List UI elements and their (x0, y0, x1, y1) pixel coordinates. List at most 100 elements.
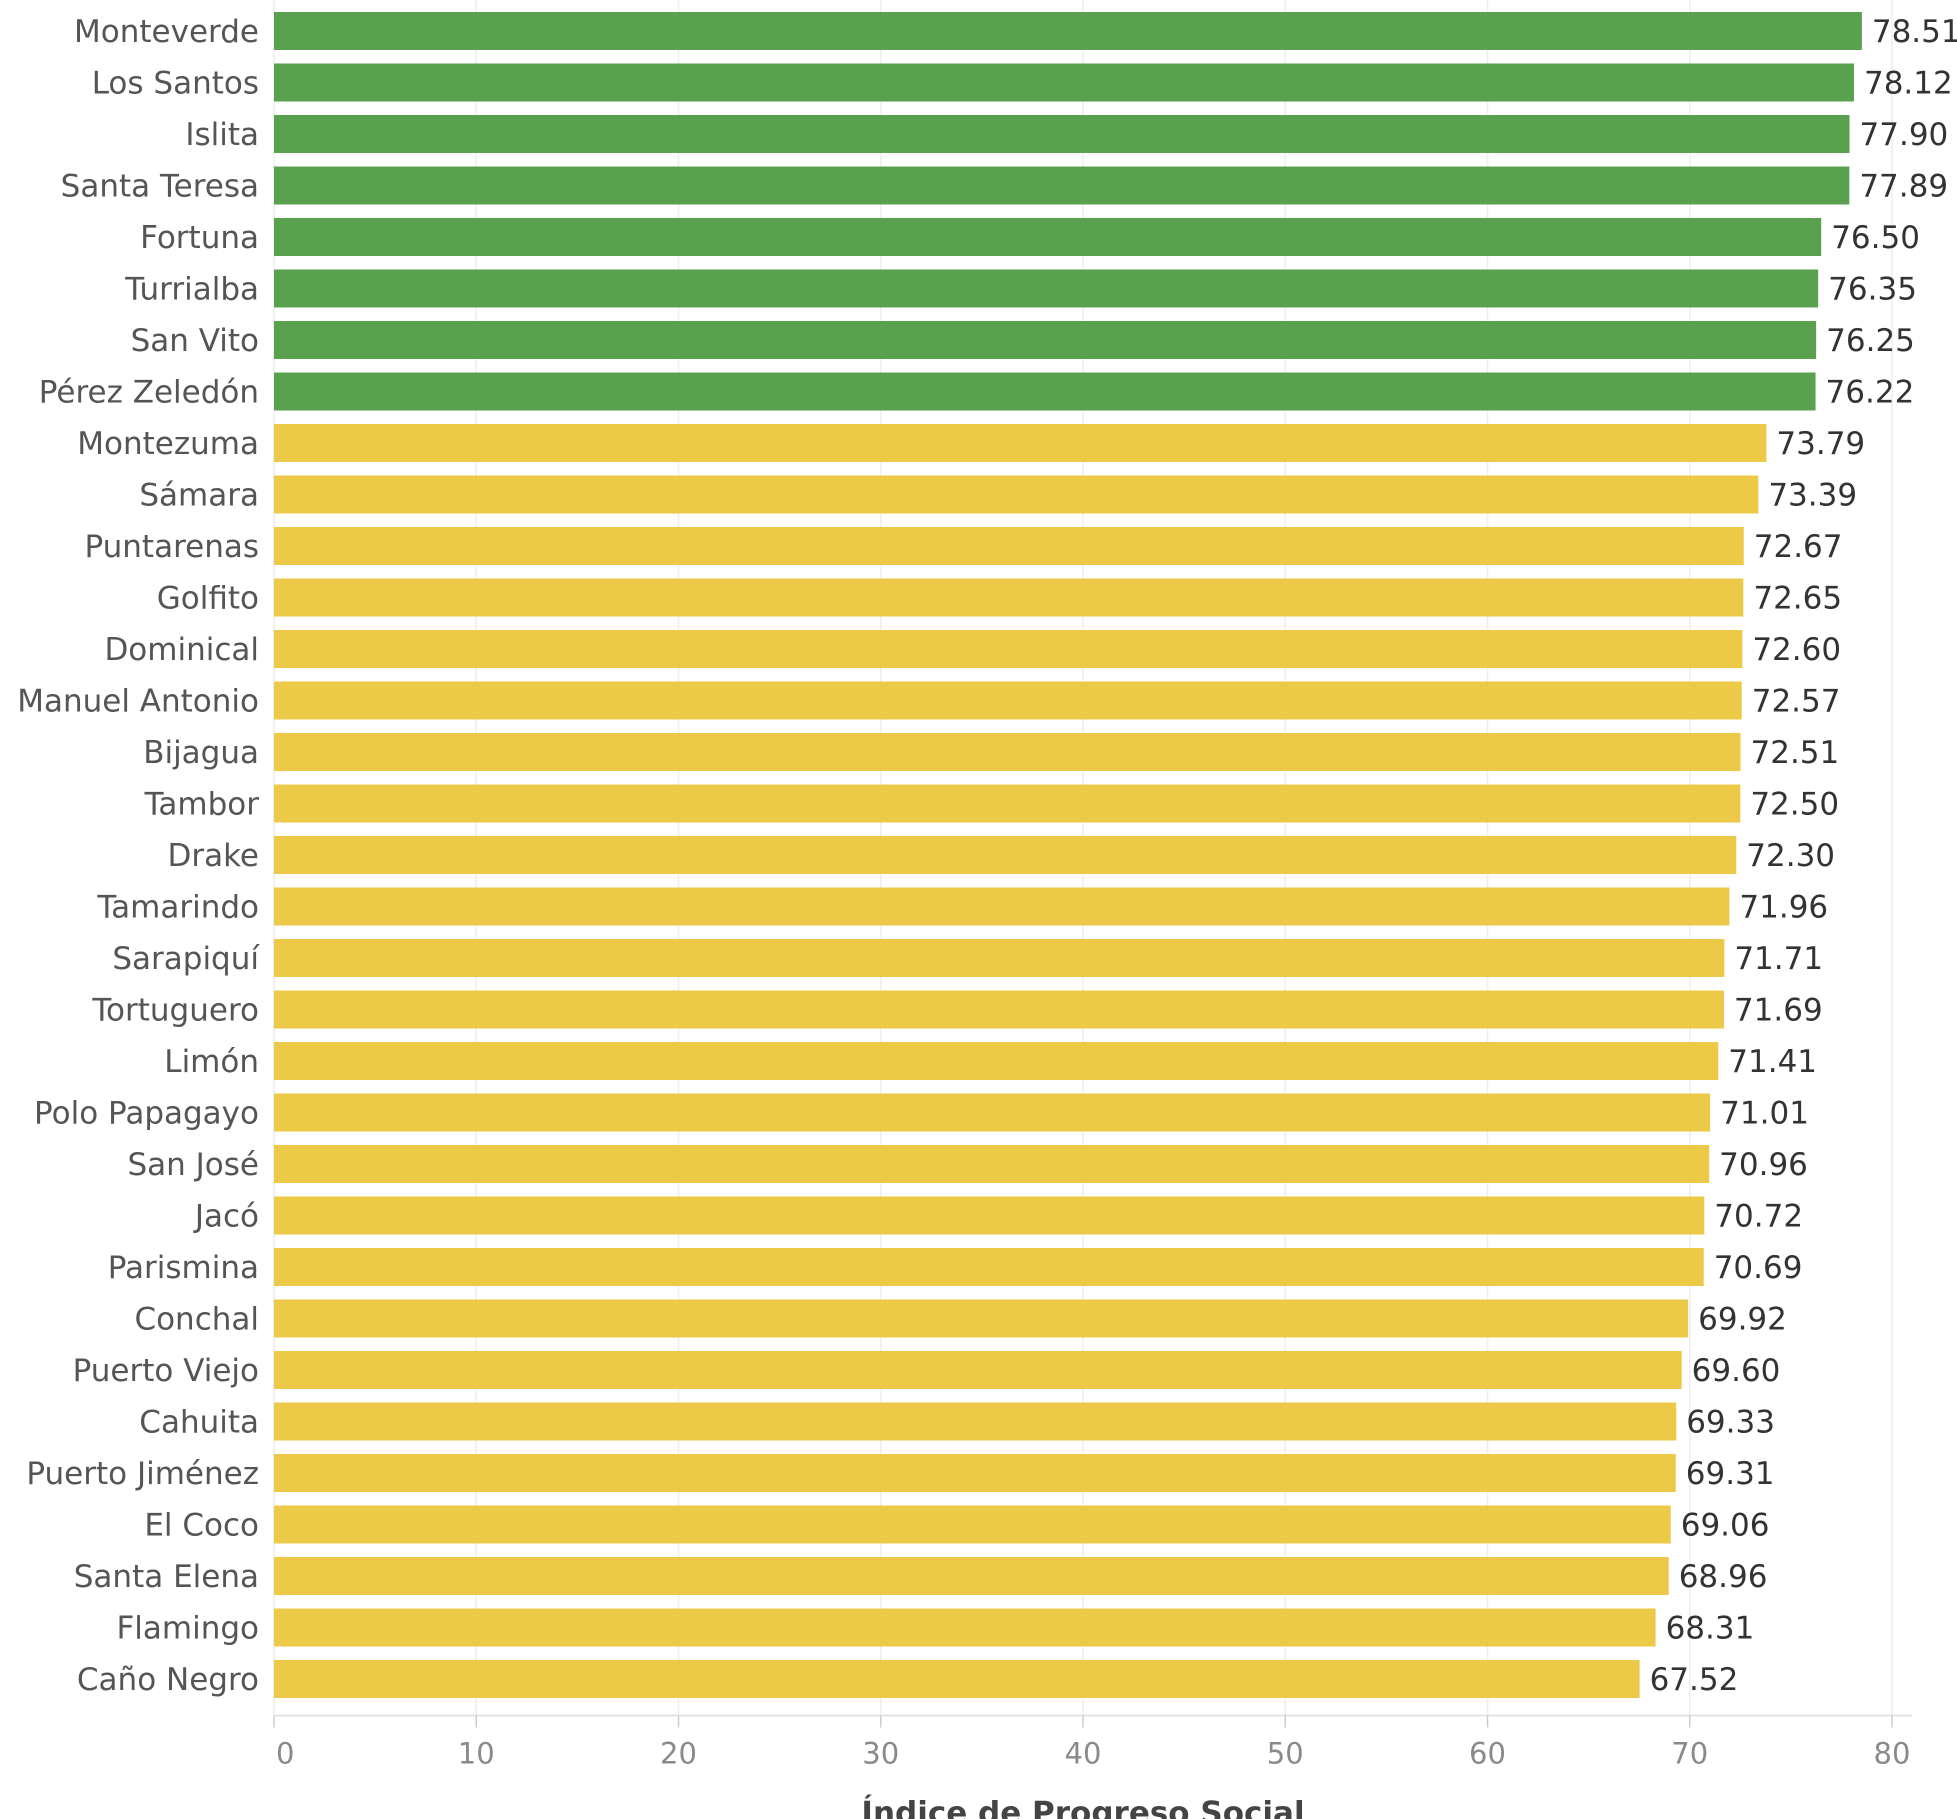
value-label: 67.52 (1650, 1662, 1739, 1698)
category-label: Fortuna (140, 220, 259, 256)
category-label: Dominical (104, 632, 259, 668)
bar-santa-elena (274, 1557, 1669, 1595)
bar-manuel-antonio (274, 681, 1742, 720)
bar-sámara (274, 475, 1759, 514)
value-label: 76.22 (1826, 375, 1915, 411)
x-tick-label: 30 (862, 1737, 899, 1771)
value-label: 70.69 (1714, 1250, 1803, 1286)
category-label: Pérez Zeledón (39, 375, 259, 411)
category-label: Bijagua (143, 735, 259, 771)
bar-los-santos (274, 63, 1854, 102)
category-label: Tortuguero (91, 993, 259, 1029)
bar-drake (274, 836, 1737, 874)
bar-tortuguero (274, 990, 1724, 1029)
value-label: 78.12 (1864, 66, 1953, 102)
x-tick-label: 50 (1267, 1737, 1304, 1771)
bar-santa-teresa (274, 166, 1850, 205)
bar-sarapiquí (274, 939, 1725, 977)
value-label: 70.72 (1714, 1199, 1803, 1235)
category-label: Puerto Viejo (73, 1353, 259, 1389)
bar-caño-negro (274, 1660, 1640, 1698)
bar-san-vito (274, 321, 1817, 359)
value-label: 73.39 (1768, 478, 1857, 514)
category-label: Tambor (144, 787, 260, 823)
category-label: Caño Negro (77, 1662, 259, 1698)
value-label: 71.96 (1739, 890, 1828, 926)
bar-golfito (274, 578, 1744, 617)
value-label: 78.51 (1872, 14, 1957, 50)
value-label: 69.60 (1692, 1353, 1781, 1389)
x-tick-label: 80 (1874, 1737, 1911, 1771)
x-tick-label: 60 (1469, 1737, 1506, 1771)
value-label: 76.35 (1828, 272, 1917, 308)
bar-montezuma (274, 424, 1767, 462)
value-label: 72.60 (1752, 632, 1841, 668)
category-label: Sámara (139, 478, 259, 514)
value-label: 76.50 (1831, 220, 1920, 256)
x-axis: 0 10 20 30 40 50 60 70 80 (273, 1714, 1912, 1771)
bar-turrialba (274, 269, 1819, 308)
value-label: 71.69 (1734, 993, 1823, 1029)
value-label: 69.31 (1686, 1456, 1775, 1492)
category-label: Los Santos (92, 66, 259, 102)
x-tick-label: 40 (1065, 1737, 1102, 1771)
value-label: 77.89 (1859, 169, 1948, 205)
x-tick-label: 70 (1671, 1737, 1708, 1771)
bar-puntarenas (274, 527, 1744, 565)
value-label: 69.33 (1686, 1405, 1775, 1441)
value-label: 71.01 (1720, 1096, 1809, 1132)
category-label: Santa Elena (74, 1559, 259, 1595)
x-tick-label: 0 (276, 1737, 294, 1771)
bar-jacó (274, 1196, 1705, 1235)
bar-cahuita (274, 1402, 1677, 1441)
category-label: Tamarindo (96, 890, 259, 926)
value-label: 70.96 (1719, 1147, 1808, 1183)
category-label: Manuel Antonio (17, 684, 259, 720)
category-label: Limón (164, 1044, 259, 1080)
value-label: 72.65 (1753, 581, 1842, 617)
category-label: Polo Papagayo (34, 1096, 259, 1132)
category-label: Monteverde (74, 14, 259, 50)
value-label: 72.50 (1750, 787, 1839, 823)
bar-bijagua (274, 733, 1741, 771)
category-label: Drake (167, 838, 259, 874)
value-labels: 78.51 78.12 77.90 77.89 76.50 76.35 76.25 76.22… (1650, 14, 1957, 1698)
value-label: 77.90 (1860, 117, 1949, 153)
bar-parismina (274, 1248, 1704, 1286)
category-label: San José (127, 1147, 259, 1183)
value-label: 68.31 (1666, 1611, 1755, 1647)
category-label: El Coco (144, 1508, 259, 1544)
bars-group (274, 12, 1862, 1698)
x-tick-label: 10 (458, 1737, 495, 1771)
bar-dominical (274, 630, 1743, 668)
value-label: 72.67 (1754, 529, 1843, 565)
value-label: 72.57 (1752, 684, 1841, 720)
value-label: 69.92 (1698, 1302, 1787, 1338)
bar-conchal (274, 1299, 1689, 1338)
bar-el-coco (274, 1505, 1671, 1544)
category-label: Santa Teresa (61, 169, 259, 205)
x-tick-label: 20 (660, 1737, 697, 1771)
value-label: 71.71 (1734, 941, 1823, 977)
value-label: 71.41 (1728, 1044, 1817, 1080)
category-label: Puerto Jiménez (26, 1456, 259, 1492)
value-label: 69.06 (1681, 1508, 1770, 1544)
category-label: Cahuita (139, 1405, 259, 1441)
bar-san-josé (274, 1145, 1710, 1183)
category-label: Turrialba (124, 272, 259, 308)
category-label: Jacó (193, 1199, 259, 1235)
category-label: Conchal (134, 1302, 259, 1338)
category-label: Montezuma (77, 426, 259, 462)
category-label: Flamingo (116, 1611, 259, 1647)
value-label: 68.96 (1679, 1559, 1768, 1595)
category-label: Golfito (157, 581, 259, 617)
category-label: Sarapiquí (112, 941, 260, 977)
bar-islita (274, 115, 1850, 153)
bar-tamarindo (274, 887, 1730, 926)
bar-polo-papagayo (274, 1093, 1711, 1132)
bar-puerto-jiménez (274, 1454, 1676, 1492)
bar-limón (274, 1042, 1719, 1080)
bar-puerto-viejo (274, 1351, 1682, 1389)
bar-monteverde (274, 12, 1862, 50)
